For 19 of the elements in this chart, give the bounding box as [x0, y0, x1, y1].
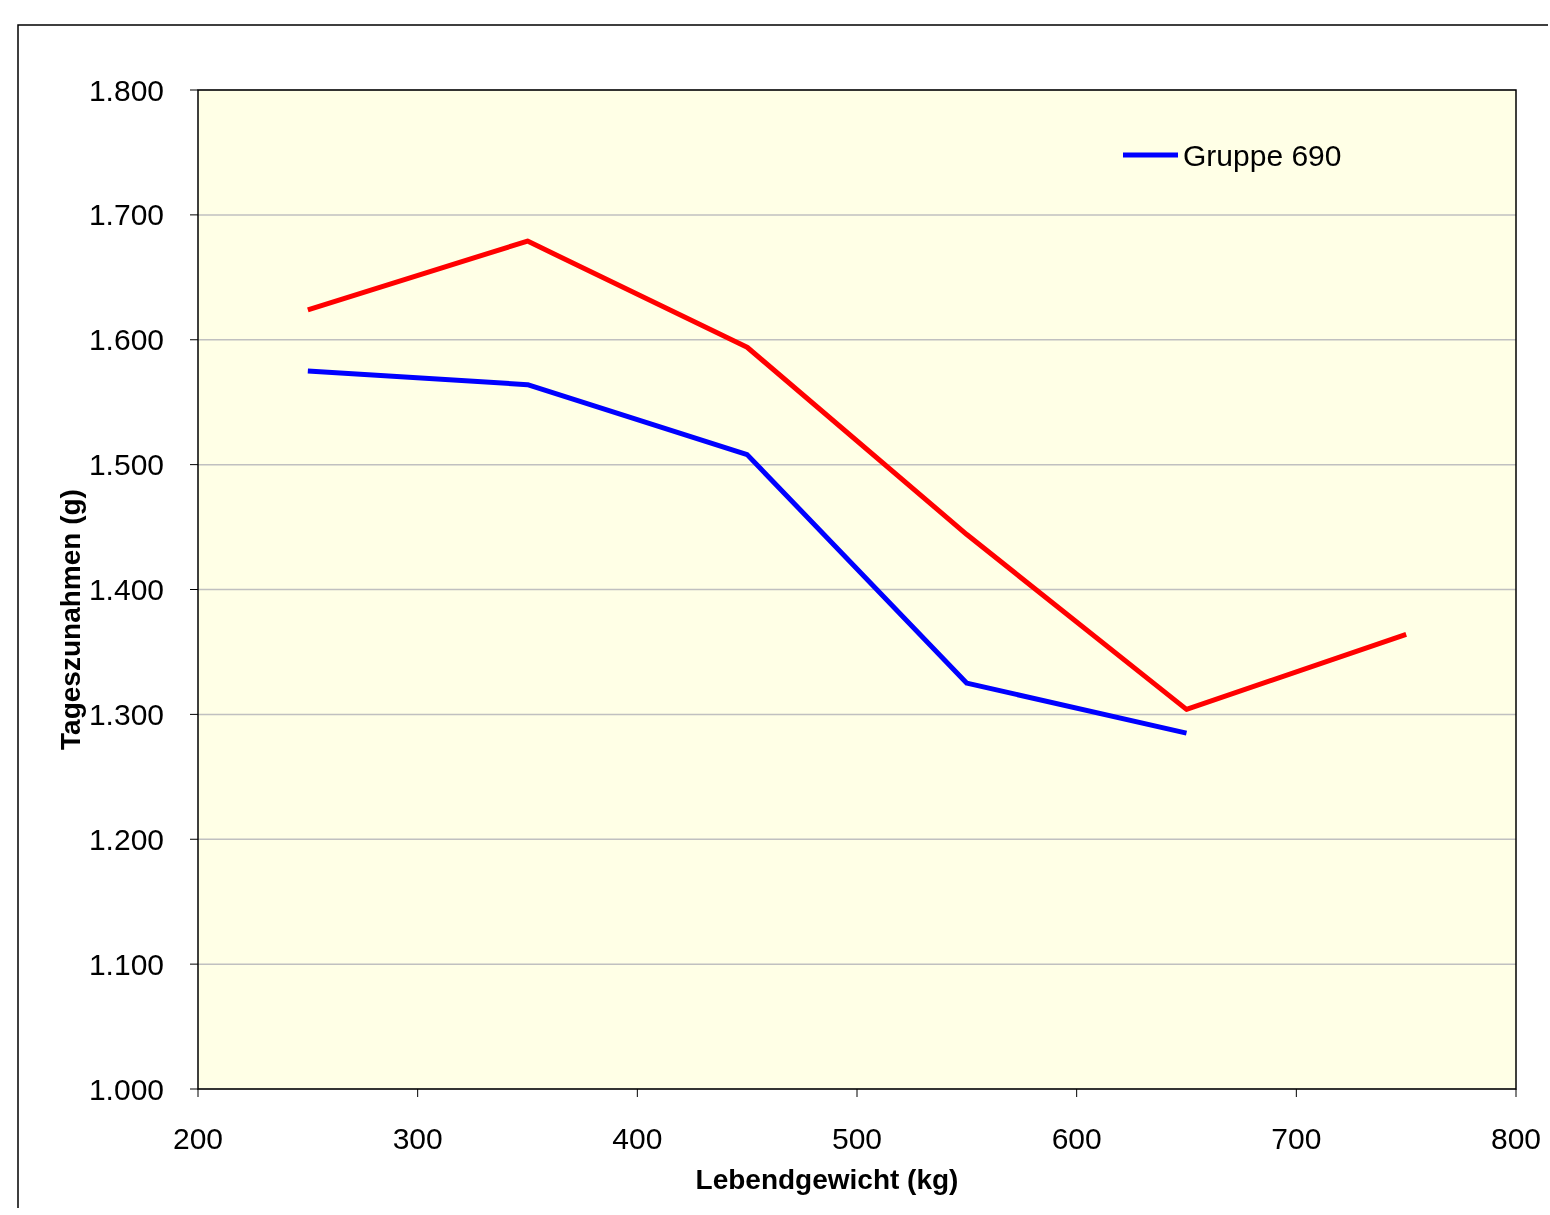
y-tick-label: 1.700 — [88, 198, 164, 232]
x-tick-label: 700 — [1271, 1122, 1322, 1155]
y-tick-label: 1.400 — [88, 573, 164, 606]
x-axis-title: Lebendgewicht (kg) — [695, 1164, 959, 1195]
y-tick-label: 1.100 — [88, 947, 164, 981]
legend-label: Gruppe 690 — [1183, 138, 1342, 172]
y-axis-title: Tageszunahmen (g) — [55, 489, 86, 750]
x-tick-label: 800 — [1490, 1122, 1542, 1155]
x-tick-label: 300 — [392, 1122, 443, 1155]
x-tick-label: 400 — [612, 1122, 663, 1155]
x-tick-label: 600 — [1051, 1122, 1102, 1155]
y-tick-label: 1.800 — [88, 73, 164, 107]
y-tick-label: 1.000 — [88, 1072, 164, 1106]
y-tick-label: 1.200 — [88, 822, 164, 856]
x-tick-label: 200 — [172, 1122, 224, 1155]
y-tick-label: 1.500 — [88, 448, 164, 482]
y-tick-label: 1.300 — [88, 697, 164, 731]
x-tick-label: 500 — [831, 1122, 883, 1155]
y-tick-label: 1.600 — [88, 323, 164, 357]
